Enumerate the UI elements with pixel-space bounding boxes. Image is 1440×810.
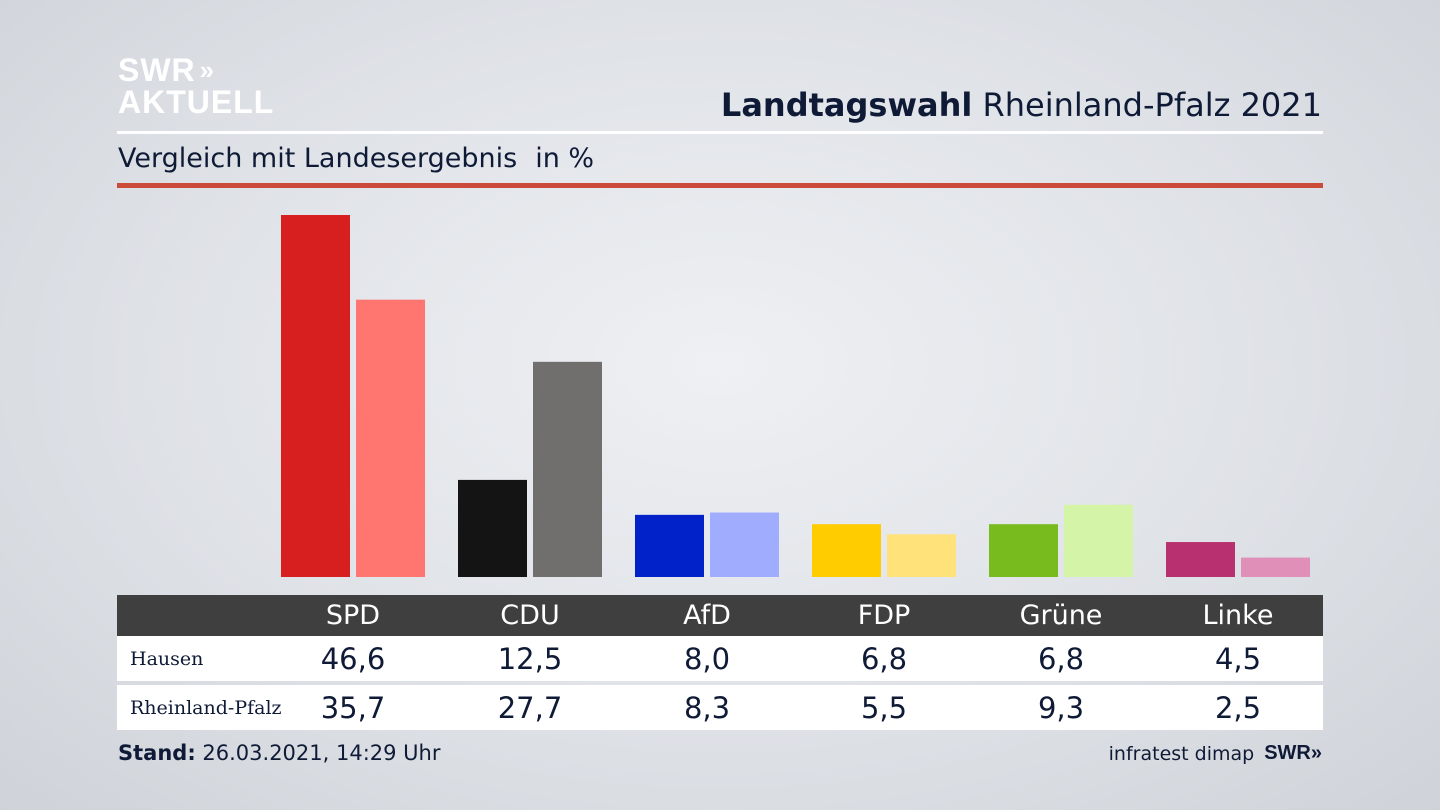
bar-fdp-hausen	[812, 524, 881, 577]
bar-linke-rlp	[1241, 557, 1310, 577]
table-cell: 4,5	[1214, 641, 1262, 676]
table-row-hausen: Hausen 46,6 12,5 8,0 6,8 6,8 4,5	[117, 636, 1323, 681]
chart-subtitle: Vergleich mit Landesergebnis in %	[118, 143, 594, 174]
source-credit: infratest dimap SWR»	[1109, 742, 1322, 765]
swr-logo: SWR»	[1264, 742, 1322, 764]
bar-spd-rlp	[356, 299, 425, 577]
stand-value: 26.03.2021, 14:29 Uhr	[195, 741, 441, 765]
logo-aktuell-text: AKTUELL	[118, 84, 275, 120]
title-divider	[117, 131, 1323, 134]
table-row-rheinland-pfalz: Rheinland-Pfalz 35,7 27,7 8,3 5,5 9,3 2,5	[117, 685, 1323, 730]
bar-cdu-rlp	[533, 361, 602, 577]
bar-grne-rlp	[1064, 504, 1133, 577]
column-header-cdu: CDU	[500, 600, 560, 631]
bar-grne-hausen	[989, 524, 1058, 577]
subtitle-divider	[117, 183, 1323, 188]
table-cell: 9,3	[1037, 690, 1085, 725]
bar-spd-hausen	[281, 215, 350, 577]
table-cell: 46,6	[320, 641, 386, 676]
results-table: SPD CDU AfD FDP Grüne Linke Hausen 46,6 12,5 8,…	[117, 595, 1323, 730]
stand-label: Stand:	[118, 741, 196, 765]
column-header-linke: Linke	[1202, 600, 1274, 631]
logo-swr-text: SWR	[118, 52, 196, 88]
table-cell: 35,7	[320, 690, 386, 725]
table-cell: 8,0	[683, 641, 731, 676]
column-header-fdp: FDP	[857, 600, 911, 631]
table-cell: 2,5	[1214, 690, 1262, 725]
table-cell: 8,3	[683, 690, 731, 725]
bar-cdu-hausen	[458, 479, 527, 577]
page-title: Landtagswahl Rheinland-Pfalz 2021	[721, 86, 1322, 124]
bar-afd-hausen	[635, 514, 704, 577]
table-cell: 6,8	[1037, 641, 1085, 676]
row-label: Hausen	[130, 647, 204, 670]
source-label: infratest dimap	[1108, 742, 1255, 765]
unit-label: in %	[535, 143, 595, 174]
table-header: SPD CDU AfD FDP Grüne Linke	[117, 595, 1323, 636]
subtitle-text: Vergleich mit Landesergebnis	[118, 143, 518, 174]
title-rest: Rheinland-Pfalz 2021	[972, 86, 1322, 124]
row-label: Rheinland-Pfalz	[130, 696, 282, 719]
table-cell: 5,5	[860, 690, 908, 725]
title-bold: Landtagswahl	[720, 86, 973, 124]
bar-linke-hausen	[1166, 542, 1235, 577]
column-header-grne: Grüne	[1019, 600, 1103, 631]
table-cell: 6,8	[860, 641, 908, 676]
bar-afd-rlp	[710, 512, 779, 577]
column-header-spd: SPD	[325, 600, 381, 631]
column-header-afd: AfD	[683, 600, 731, 631]
bar-fdp-rlp	[887, 534, 956, 577]
table-cell: 12,5	[497, 641, 563, 676]
swr-aktuell-logo: SWR» AKTUELL	[118, 54, 274, 118]
table-cell: 27,7	[497, 690, 563, 725]
timestamp: Stand: 26.03.2021, 14:29 Uhr	[118, 741, 441, 765]
